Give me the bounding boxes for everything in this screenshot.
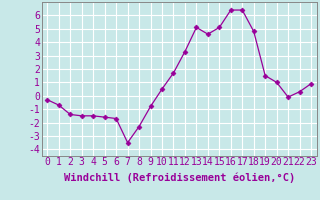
X-axis label: Windchill (Refroidissement éolien,°C): Windchill (Refroidissement éolien,°C)	[64, 173, 295, 183]
